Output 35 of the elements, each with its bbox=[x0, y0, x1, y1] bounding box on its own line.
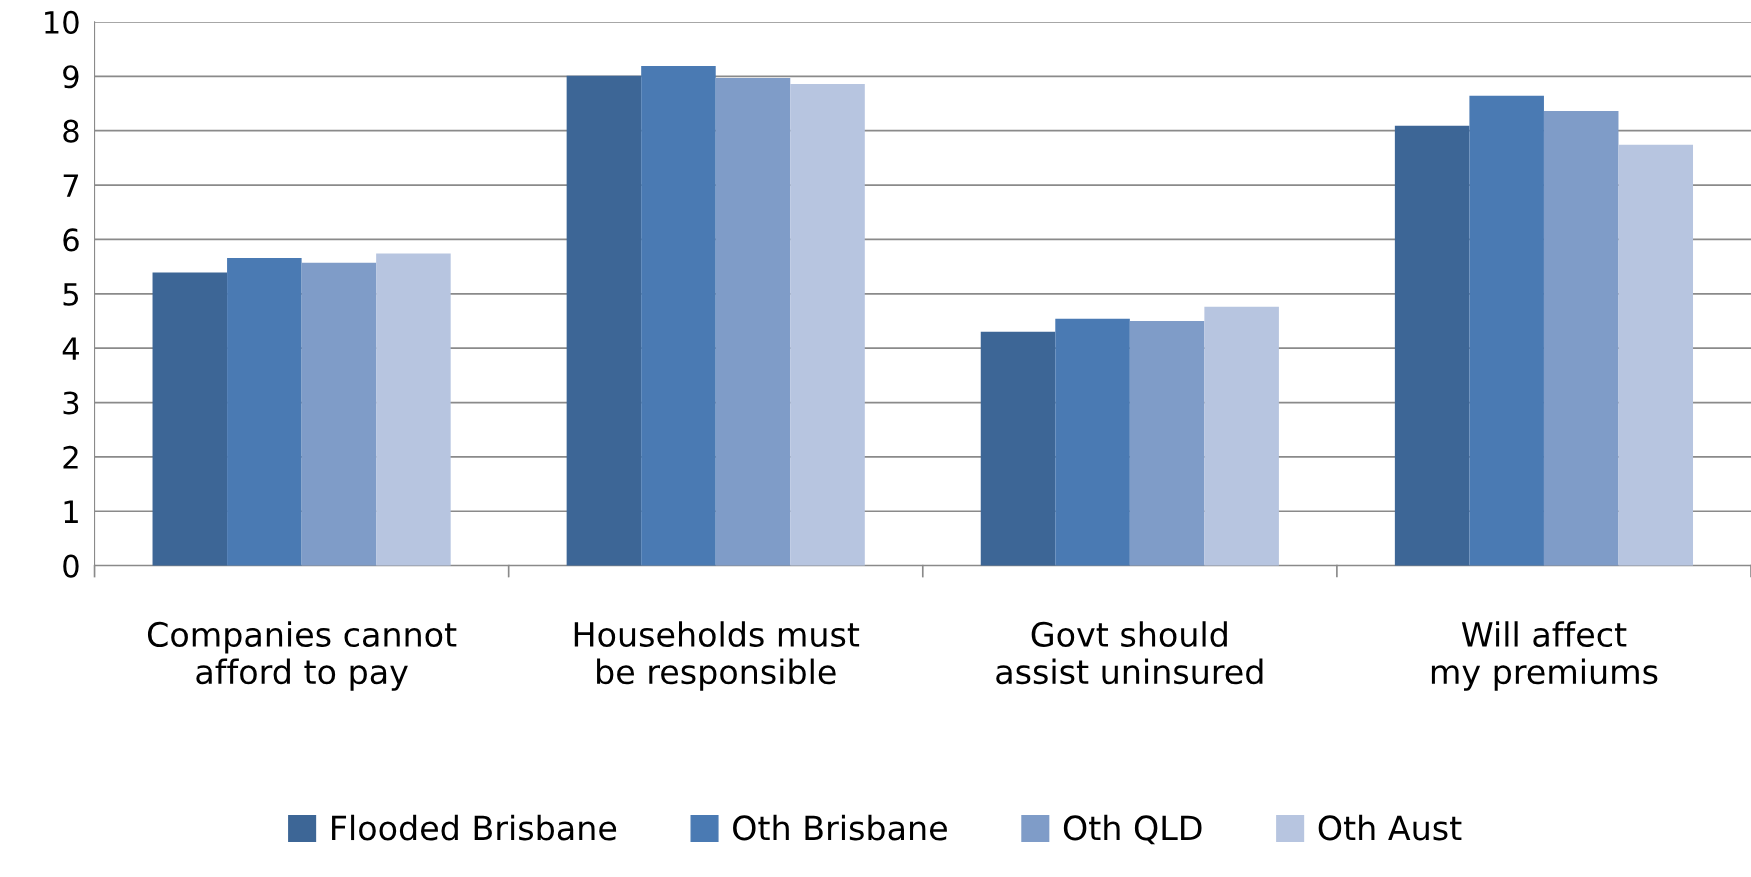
bar bbox=[641, 65, 716, 566]
y-tick-label: 3 bbox=[63, 391, 79, 415]
bar bbox=[1204, 306, 1279, 566]
bar bbox=[301, 262, 377, 566]
y-tick-label: 9 bbox=[63, 65, 79, 89]
x-tick-label: Companies cannot afford to pay bbox=[147, 621, 457, 691]
bar bbox=[227, 257, 302, 566]
bar bbox=[566, 75, 642, 566]
bar bbox=[376, 253, 451, 566]
bar bbox=[1129, 320, 1205, 566]
y-tick-label: 6 bbox=[63, 228, 79, 252]
bar bbox=[715, 77, 791, 566]
bar bbox=[980, 331, 1056, 566]
legend-label: Oth QLD bbox=[1063, 814, 1202, 845]
y-tick-label: 5 bbox=[63, 283, 78, 306]
y-tick-label: 0 bbox=[63, 554, 79, 578]
bar bbox=[152, 272, 228, 566]
y-tick-label: 8 bbox=[63, 119, 79, 143]
bar bbox=[1055, 318, 1130, 566]
bar bbox=[1469, 95, 1544, 566]
bar bbox=[1394, 125, 1470, 566]
y-tick-label: 10 bbox=[45, 10, 79, 34]
bar bbox=[790, 83, 865, 566]
legend-label: Oth Aust bbox=[1318, 814, 1462, 841]
legend-label: Oth Brisbane bbox=[733, 814, 947, 841]
x-tick-label: Households must be responsible bbox=[574, 621, 860, 691]
legend-label: Flooded Brisbane bbox=[332, 814, 617, 841]
y-tick-label: 7 bbox=[63, 174, 79, 197]
x-tick-label: Govt should assist uninsured bbox=[996, 621, 1263, 685]
y-tick-label: 2 bbox=[63, 445, 78, 469]
x-tick-label: Will affect my premiums bbox=[1431, 621, 1658, 691]
bar bbox=[1618, 144, 1694, 566]
y-tick-label: 1 bbox=[64, 500, 78, 523]
bar bbox=[1543, 111, 1619, 566]
y-tick-label: 4 bbox=[62, 337, 79, 360]
